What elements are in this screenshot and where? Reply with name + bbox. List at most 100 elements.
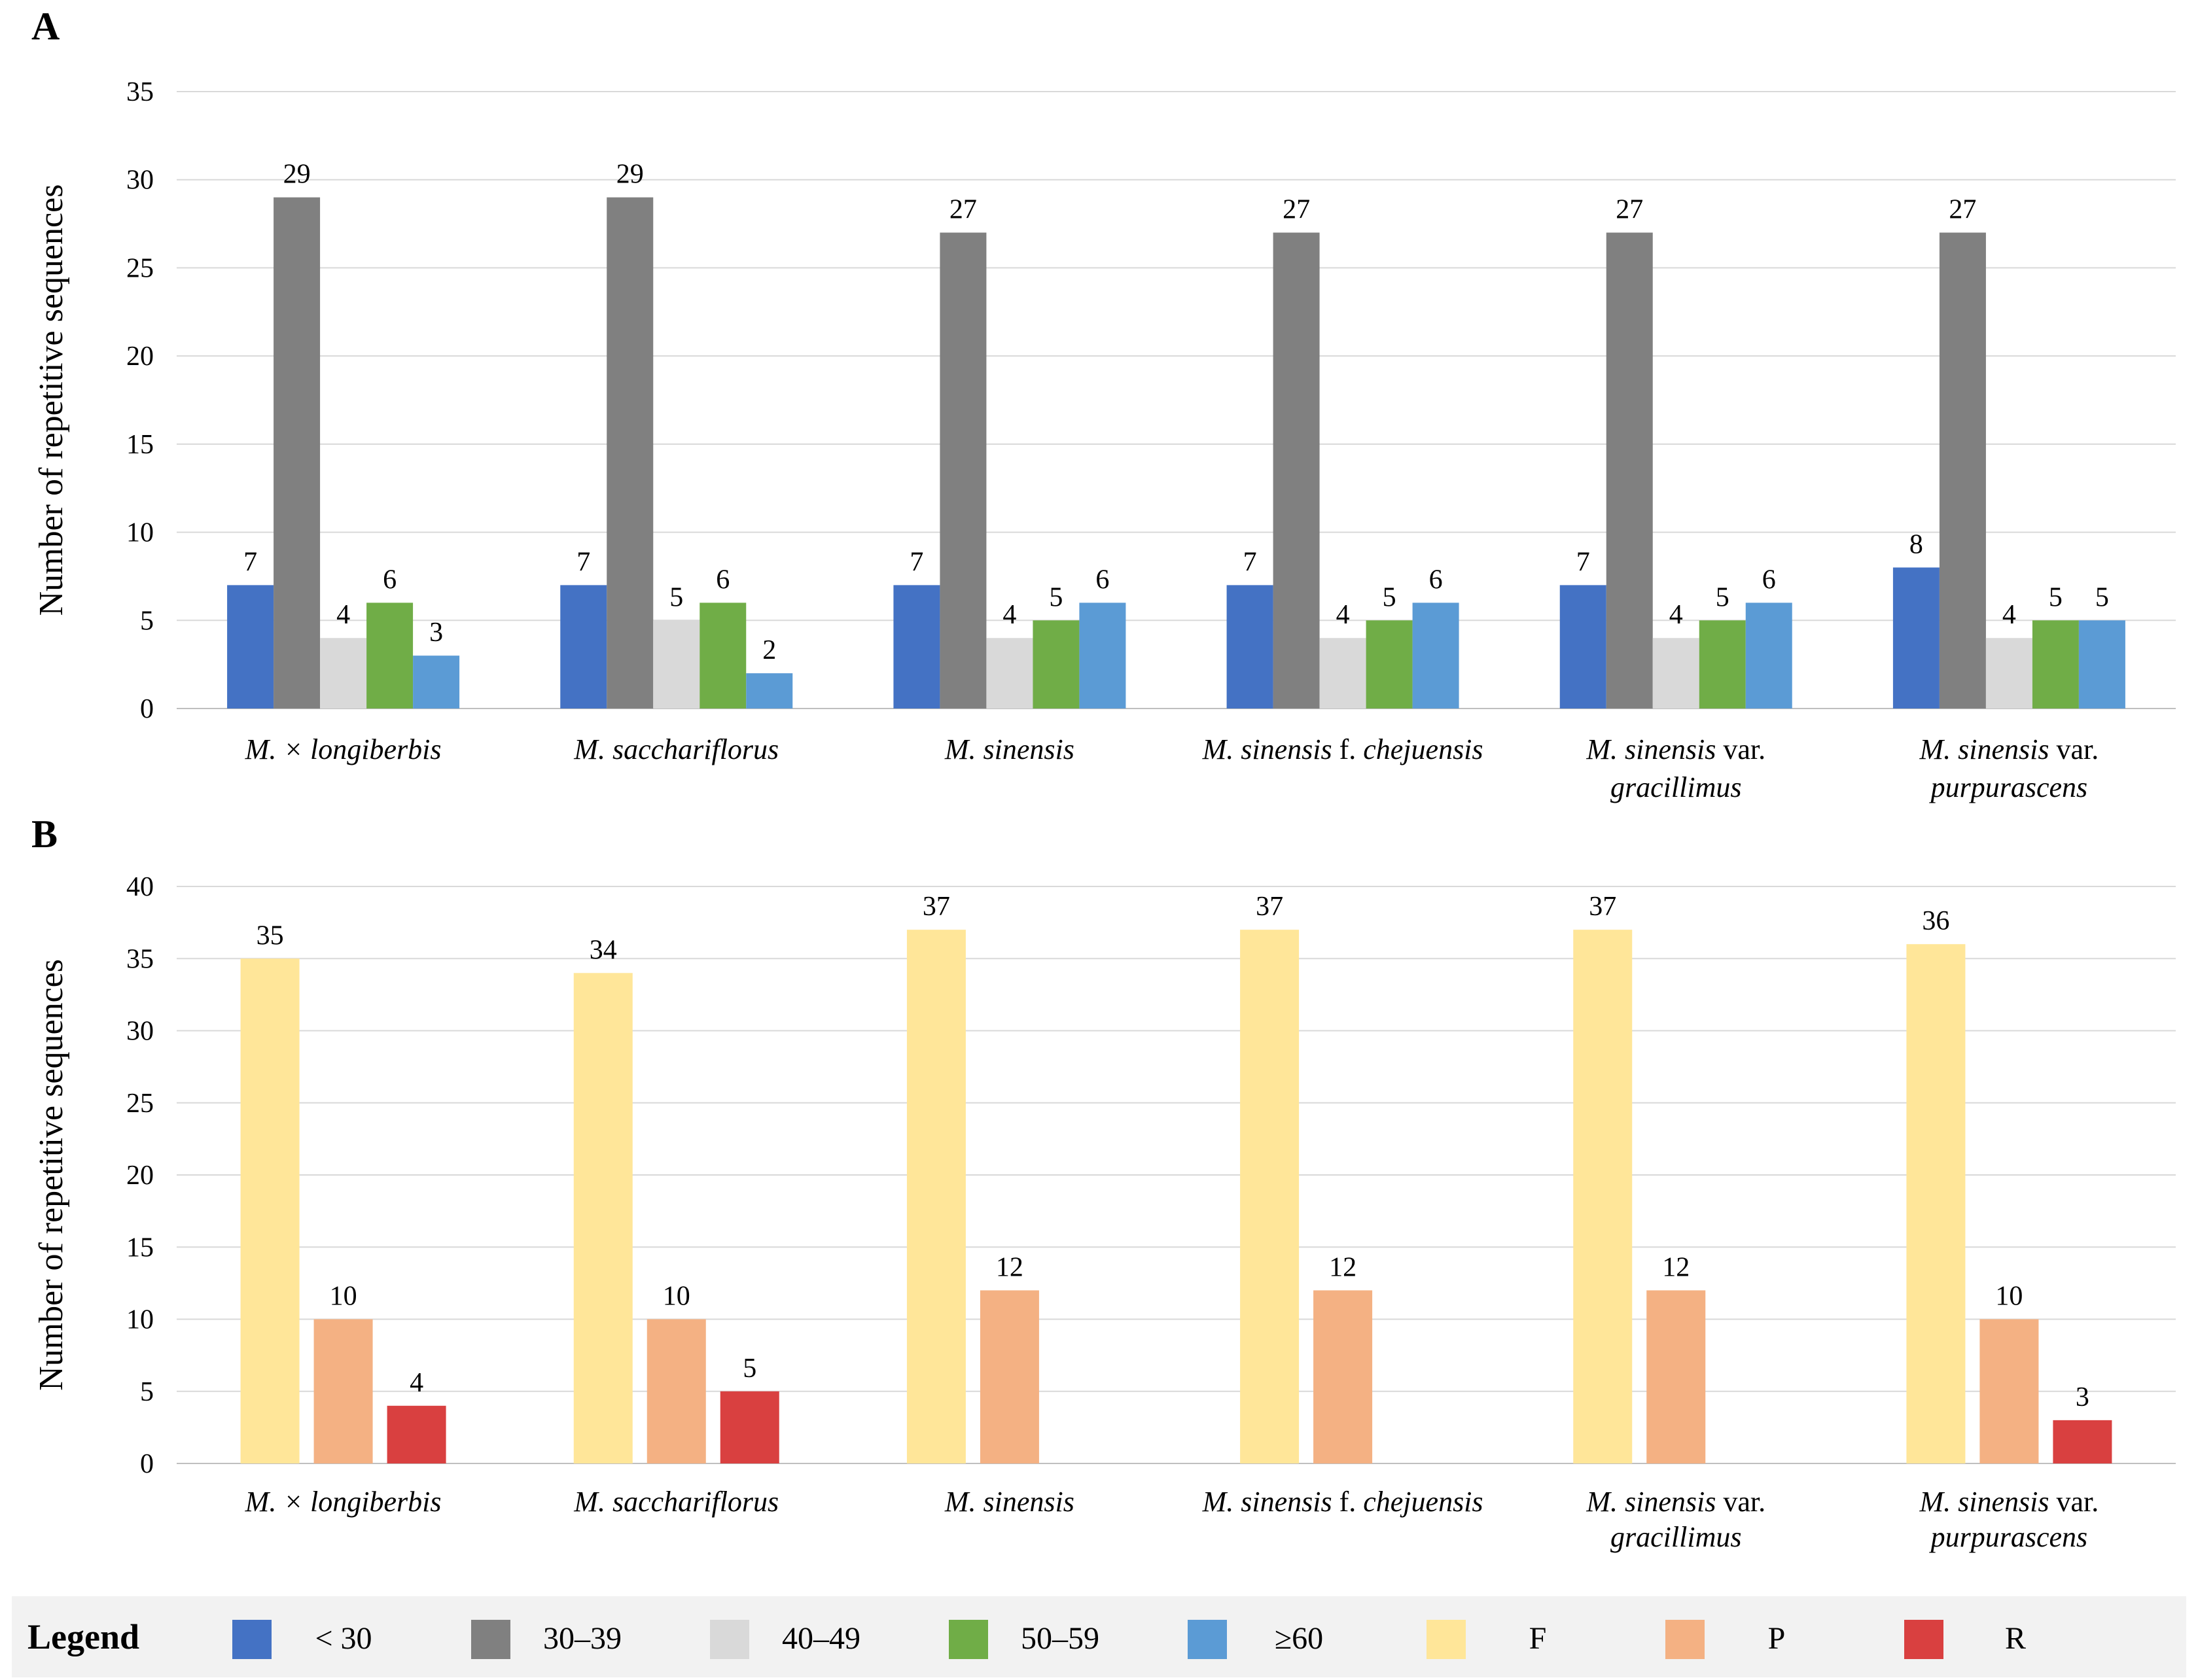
legend-swatch — [232, 1620, 272, 1659]
x-tick-label-part: M. sinensis — [1586, 733, 1716, 765]
bar — [2053, 1420, 2112, 1463]
x-tick-label-part: f. — [1332, 1486, 1364, 1518]
bar — [893, 585, 940, 709]
legend-label: 40–49 — [782, 1621, 860, 1656]
legend-swatch — [1665, 1620, 1705, 1659]
data-label: 6 — [716, 565, 730, 595]
data-label: 3 — [2076, 1382, 2089, 1412]
panel-letter: A — [31, 5, 60, 48]
legend-label: < 30 — [315, 1621, 372, 1656]
bar — [1273, 232, 1320, 709]
x-tick-label-part: chejuensis — [1363, 1486, 1483, 1518]
data-label: 6 — [1095, 565, 1109, 595]
y-tick-label: 5 — [140, 1377, 154, 1407]
y-tick-label: 10 — [126, 518, 154, 548]
data-label: 29 — [616, 160, 644, 190]
x-tick-label: gracillimus — [1610, 771, 1741, 803]
bar — [2032, 620, 2079, 709]
bar — [1652, 638, 1699, 709]
data-label: 6 — [383, 565, 397, 595]
data-label: 27 — [1616, 195, 1643, 225]
y-axis-label: Number of repetitive sequences — [33, 959, 70, 1391]
data-label: 10 — [663, 1282, 690, 1312]
bar — [1892, 567, 1940, 709]
x-tick-label: M. sacchariflorus — [573, 733, 779, 765]
x-tick-label: M. sinensis var. — [1919, 1486, 2099, 1518]
data-label: 2 — [762, 635, 776, 665]
bar — [1606, 232, 1653, 709]
legend-swatch — [710, 1620, 749, 1659]
y-tick-label: 20 — [126, 341, 154, 372]
y-tick-label: 35 — [126, 944, 154, 974]
legend-swatch — [1904, 1620, 1943, 1659]
bar — [1412, 603, 1459, 709]
bar — [1033, 620, 1080, 709]
panel-letter: B — [31, 813, 58, 856]
data-label: 4 — [410, 1368, 423, 1398]
y-tick-label: 25 — [126, 1089, 154, 1119]
data-label: 5 — [1049, 582, 1063, 612]
bar — [700, 603, 747, 709]
y-tick-label: 10 — [126, 1305, 154, 1335]
bar — [313, 1319, 373, 1463]
bar — [940, 232, 987, 709]
x-tick-label: M. × longiberbis — [245, 733, 442, 765]
data-label: 5 — [669, 582, 683, 612]
legend-label: R — [2005, 1621, 2026, 1656]
x-tick-label: M. × longiberbis — [245, 1486, 442, 1518]
y-tick-label: 35 — [126, 77, 154, 107]
legend-background — [12, 1596, 2186, 1677]
legend-title: Legend — [27, 1617, 139, 1656]
data-label: 4 — [336, 600, 350, 630]
y-tick-label: 15 — [126, 430, 154, 460]
legend-swatch — [949, 1620, 988, 1659]
bar — [240, 958, 300, 1463]
data-label: 6 — [1762, 565, 1776, 595]
data-label: 10 — [1995, 1282, 2023, 1312]
bar — [1699, 620, 1746, 709]
bar — [1985, 638, 2032, 709]
data-label: 6 — [1429, 565, 1443, 595]
x-tick-label: M. sinensis f. chejuensis — [1202, 1486, 1483, 1518]
x-tick-label-part: M. sinensis — [1919, 733, 2049, 765]
bar — [320, 638, 367, 709]
x-tick-label: M. sinensis var. — [1586, 733, 1765, 765]
x-tick-label: purpurascens — [1929, 771, 2088, 803]
data-label: 35 — [257, 920, 284, 951]
y-tick-label: 15 — [126, 1233, 154, 1263]
data-label: 7 — [243, 547, 257, 577]
data-label: 34 — [590, 935, 617, 965]
data-label: 4 — [1669, 600, 1683, 630]
bar — [720, 1391, 779, 1463]
bar — [647, 1319, 706, 1463]
x-tick-label-part: chejuensis — [1363, 733, 1483, 765]
x-tick-label: M. sacchariflorus — [573, 1486, 779, 1518]
data-label: 10 — [330, 1282, 357, 1312]
data-label: 5 — [1716, 582, 1729, 612]
data-label: 27 — [1949, 195, 1976, 225]
x-tick-label-part: M. sinensis — [1202, 1486, 1332, 1518]
bar — [1319, 638, 1366, 709]
legend-label: ≥60 — [1275, 1621, 1323, 1656]
data-label: 4 — [1002, 600, 1016, 630]
data-label: 7 — [1576, 547, 1590, 577]
data-label: 7 — [910, 547, 923, 577]
data-label: 8 — [1909, 529, 1923, 559]
x-tick-label-part: var. — [1716, 733, 1765, 765]
bar — [986, 638, 1033, 709]
data-label: 27 — [949, 195, 977, 225]
y-tick-label: 5 — [140, 606, 154, 636]
x-tick-label-part: M. × longiberbis — [245, 1486, 442, 1518]
y-tick-label: 0 — [140, 1449, 154, 1479]
x-tick-label: M. sinensis var. — [1586, 1486, 1765, 1518]
bar — [1979, 1319, 2039, 1463]
legend-swatch — [1188, 1620, 1227, 1659]
x-tick-label-part: purpurascens — [1929, 771, 2088, 803]
legend-label: F — [1529, 1621, 1547, 1656]
x-tick-label-part: purpurascens — [1929, 1521, 2088, 1553]
x-tick-label: M. sinensis f. chejuensis — [1202, 733, 1483, 765]
x-tick-label: gracillimus — [1610, 1521, 1741, 1553]
bar — [387, 1405, 446, 1463]
data-label: 12 — [1329, 1252, 1356, 1282]
